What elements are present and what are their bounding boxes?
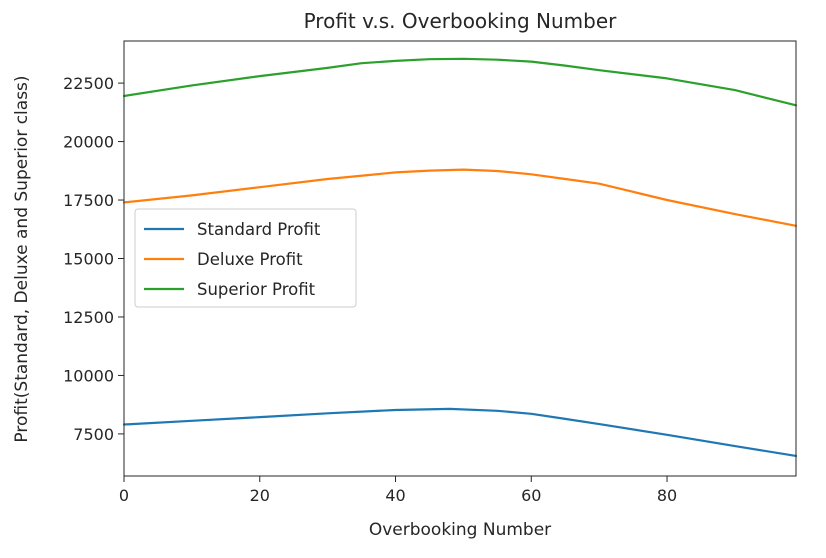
y-tick-label: 17500 bbox=[63, 191, 114, 210]
y-tick-label: 20000 bbox=[63, 133, 114, 152]
x-axis: 0 20 40 60 80 bbox=[119, 476, 677, 505]
y-tick-label: 12500 bbox=[63, 308, 114, 327]
y-axis-label: Profit(Standard, Deluxe and Superior cla… bbox=[12, 75, 32, 442]
x-tick-label: 60 bbox=[521, 486, 541, 505]
y-tick-label: 22500 bbox=[63, 74, 114, 93]
plot-frame bbox=[123, 40, 797, 477]
legend: Standard Profit Deluxe Profit Superior Pro… bbox=[134, 208, 357, 308]
y-tick-label: 7500 bbox=[73, 425, 114, 444]
series-line-superior-profit bbox=[122, 57, 798, 107]
x-tick-label: 40 bbox=[385, 486, 405, 505]
series-line-standard-profit bbox=[122, 407, 798, 457]
chart-title: Profit v.s. Overbooking Number bbox=[304, 9, 618, 33]
x-tick-label: 0 bbox=[119, 486, 129, 505]
legend-label-deluxe-profit: Deluxe Profit bbox=[197, 250, 303, 269]
x-tick-label: 20 bbox=[250, 486, 270, 505]
x-tick-label: 80 bbox=[657, 486, 677, 505]
y-axis: 7500 10000 12500 15000 17500 20000 22500 bbox=[63, 74, 124, 444]
legend-box bbox=[134, 208, 357, 308]
y-tick-label: 15000 bbox=[63, 250, 114, 269]
y-tick-label: 10000 bbox=[63, 366, 114, 385]
legend-label-standard-profit: Standard Profit bbox=[197, 220, 321, 239]
plot-lines bbox=[122, 57, 798, 457]
x-axis-label: Overbooking Number bbox=[369, 520, 551, 540]
legend-label-superior-profit: Superior Profit bbox=[197, 280, 316, 299]
series-line-deluxe-profit bbox=[122, 168, 798, 227]
